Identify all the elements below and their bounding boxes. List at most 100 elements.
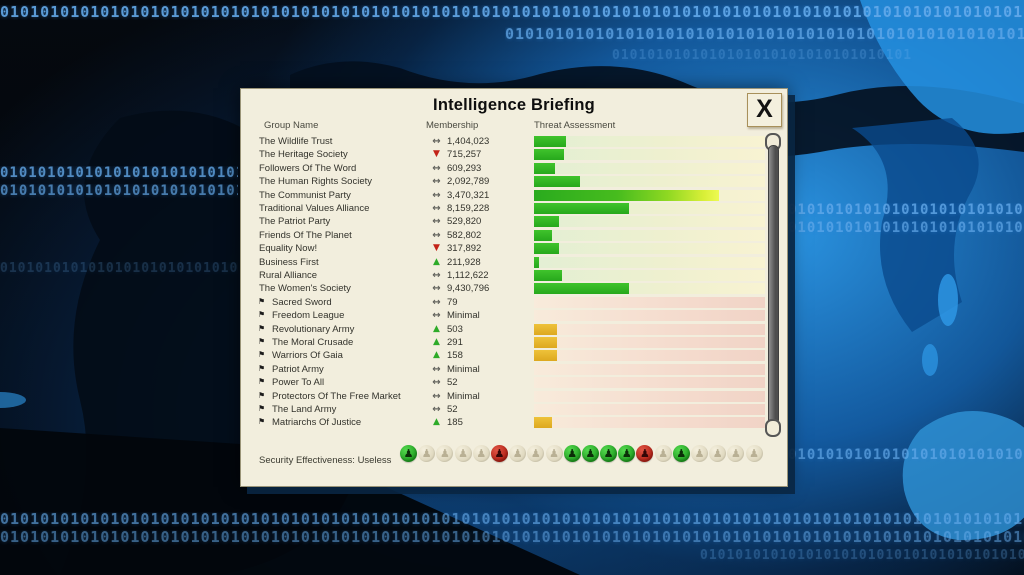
table-row[interactable]: ⚑ Patriot Army ↔ Minimal [241, 363, 781, 376]
table-row[interactable]: The Communist Party ↔ 3,470,321 [241, 189, 781, 202]
security-agency-icon[interactable]: ♟ [636, 445, 654, 462]
security-agency-icon[interactable]: ♟ [709, 445, 727, 462]
table-row[interactable]: The Human Rights Society ↔ 2,092,789 [241, 175, 781, 188]
group-name: The Heritage Society [259, 149, 348, 161]
scrollbar-bottom-knob[interactable] [765, 419, 781, 437]
table-row[interactable]: Business First ▲ 211,928 [241, 256, 781, 269]
group-name: The Patriot Party [259, 216, 331, 228]
threat-bar [534, 216, 560, 228]
security-agency-icon[interactable]: ♟ [454, 445, 472, 462]
membership-trend-down-icon: ▼ [433, 149, 440, 160]
security-agency-icon[interactable]: ♟ [727, 445, 745, 462]
membership-trend-steady-icon: ↔ [432, 296, 441, 308]
membership-trend-steady-icon: ↔ [432, 176, 441, 188]
membership-value: 715,257 [447, 149, 482, 161]
dialog-title: Intelligence Briefing [433, 96, 595, 114]
map-ocean-shadow [0, 428, 580, 575]
table-row[interactable]: Equality Now! ▼ 317,892 [241, 242, 781, 255]
militant-flag-icon: ⚑ [258, 296, 266, 306]
table-row[interactable]: ⚑ The Land Army ↔ 52 [241, 403, 781, 416]
membership-value: 317,892 [447, 243, 482, 255]
group-name: The Communist Party [259, 189, 351, 201]
threat-track [534, 363, 765, 375]
group-name: Revolutionary Army [272, 323, 355, 335]
threat-bar [534, 256, 539, 268]
table-row[interactable]: The Women's Society ↔ 9,430,796 [241, 282, 781, 295]
security-agency-icon-row: ♟ ♟ ♟ ♟ ♟ ♟ ♟ ♟ ♟ ♟ ♟ ♟ ♟ ♟ ♟ ♟ ♟ ♟ ♟ ♟ [400, 445, 763, 462]
membership-trend-up-icon: ▲ [433, 350, 440, 361]
table-row[interactable]: The Wildlife Trust ↔ 1,404,023 [241, 135, 781, 148]
table-row[interactable]: ⚑ Matriarchs Of Justice ▲ 185 [241, 416, 781, 429]
membership-value: 2,092,789 [447, 176, 490, 188]
threat-bar [534, 162, 555, 174]
threat-track [534, 229, 765, 241]
membership-value: Minimal [447, 363, 480, 375]
membership-value: 52 [447, 404, 458, 415]
table-row[interactable]: ⚑ Power To All ↔ 52 [241, 376, 781, 389]
security-agency-icon[interactable]: ♟ [545, 445, 563, 462]
table-row[interactable]: ⚑ The Moral Crusade ▲ 291 [241, 336, 781, 349]
threat-track [534, 310, 765, 322]
table-row[interactable]: ⚑ Sacred Sword ↔ 79 [241, 296, 781, 309]
security-agency-icon[interactable]: ♟ [618, 445, 636, 462]
threat-track [534, 136, 765, 147]
table-row[interactable]: Followers Of The Word ↔ 609,293 [241, 162, 781, 175]
security-agency-icon[interactable]: ♟ [654, 445, 672, 462]
security-agency-icon[interactable]: ♟ [600, 445, 618, 462]
security-agency-icon[interactable]: ♟ [418, 445, 436, 462]
group-name: The Women's Society [259, 283, 351, 295]
security-agency-icon[interactable]: ♟ [509, 445, 527, 462]
table-row[interactable]: The Heritage Society ▼ 715,257 [241, 148, 781, 161]
membership-trend-steady-icon: ↔ [432, 136, 441, 147]
group-name: The Land Army [272, 404, 337, 415]
security-agency-icon[interactable]: ♟ [745, 445, 763, 462]
table-row[interactable]: Traditional Values Alliance ↔ 8,159,228 [241, 202, 781, 215]
security-agency-icon[interactable]: ♟ [691, 445, 708, 462]
membership-value: 582,802 [447, 229, 482, 241]
threat-bar [534, 350, 558, 362]
table-row[interactable]: ⚑ Freedom League ↔ Minimal [241, 309, 781, 322]
table-row[interactable]: ⚑ Warriors Of Gaia ▲ 158 [241, 349, 781, 362]
group-name: Sacred Sword [272, 296, 332, 308]
security-agency-icon[interactable]: ♟ [563, 445, 581, 462]
membership-value: 609,293 [447, 162, 482, 174]
threat-bar [534, 270, 562, 281]
table-row[interactable]: ⚑ Revolutionary Army ▲ 503 [241, 323, 781, 336]
table-row[interactable]: The Patriot Party ↔ 529,820 [241, 215, 781, 228]
map-landmass-northeast [860, 0, 1024, 134]
close-button[interactable]: X [747, 93, 782, 127]
column-header-threat-assessment: Threat Assessment [534, 120, 616, 131]
membership-value: 52 [447, 377, 458, 389]
security-agency-icon[interactable]: ♟ [472, 445, 490, 462]
security-agency-icon[interactable]: ♟ [490, 445, 508, 462]
threat-bar [534, 203, 629, 214]
group-table: The Wildlife Trust ↔ 1,404,023 The Heritage… [241, 89, 787, 486]
group-name: Freedom League [272, 310, 345, 322]
group-name: Followers Of The Word [259, 162, 357, 174]
membership-trend-up-icon: ▲ [433, 256, 440, 267]
scrollbar-thumb[interactable] [768, 145, 779, 425]
threat-bar [534, 189, 719, 201]
militant-flag-icon: ⚑ [258, 390, 266, 400]
threat-bar [534, 243, 560, 255]
threat-track [534, 283, 765, 295]
security-agency-icon[interactable]: ♟ [581, 445, 599, 462]
militant-flag-icon: ⚑ [258, 310, 266, 320]
threat-bar [534, 176, 581, 188]
table-row[interactable]: ⚑ Protectors Of The Free Market ↔ Minimal [241, 390, 781, 403]
group-name: Patriot Army [272, 363, 324, 375]
group-name: Matriarchs Of Justice [272, 417, 362, 429]
security-agency-icon[interactable]: ♟ [400, 445, 417, 462]
intelligence-briefing-dialog: Intelligence Briefing X Group Name Membe… [240, 88, 788, 487]
security-agency-icon[interactable]: ♟ [436, 445, 454, 462]
map-landmass-asia [852, 118, 979, 332]
threat-bar [534, 283, 629, 295]
militant-flag-icon: ⚑ [258, 377, 266, 387]
group-name: Traditional Values Alliance [259, 203, 370, 214]
membership-trend-steady-icon: ↔ [432, 189, 441, 201]
security-agency-icon[interactable]: ♟ [527, 445, 545, 462]
table-row[interactable]: Rural Alliance ↔ 1,112,622 [241, 269, 781, 282]
security-agency-icon[interactable]: ♟ [672, 445, 690, 462]
table-row[interactable]: Friends Of The Planet ↔ 582,802 [241, 229, 781, 242]
